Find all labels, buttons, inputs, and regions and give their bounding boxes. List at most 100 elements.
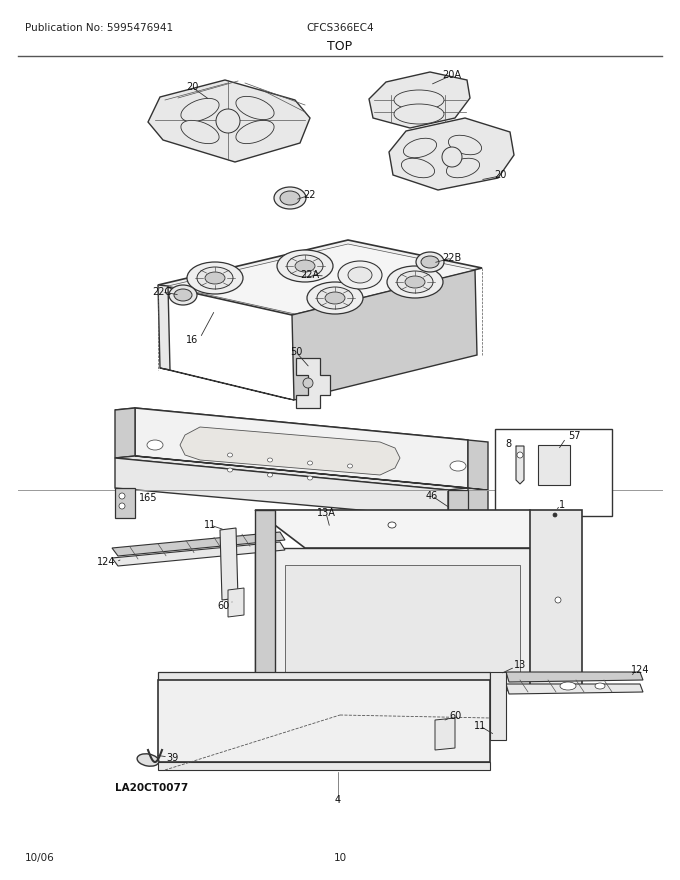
Text: TOP: TOP (328, 40, 352, 53)
Ellipse shape (442, 147, 462, 167)
Polygon shape (180, 427, 400, 475)
Text: 22C: 22C (152, 287, 171, 297)
Polygon shape (135, 456, 488, 490)
Polygon shape (158, 672, 490, 680)
Text: 16: 16 (186, 335, 198, 345)
Text: 11: 11 (204, 520, 216, 530)
Text: 11: 11 (474, 721, 486, 731)
Ellipse shape (307, 461, 313, 465)
Ellipse shape (397, 271, 433, 293)
Polygon shape (135, 408, 468, 488)
Polygon shape (112, 542, 285, 566)
Polygon shape (435, 718, 455, 750)
Text: 60: 60 (450, 711, 462, 721)
Ellipse shape (295, 260, 315, 272)
Polygon shape (115, 456, 468, 490)
Ellipse shape (403, 138, 437, 158)
Text: 20: 20 (186, 82, 198, 92)
Ellipse shape (347, 464, 352, 468)
Ellipse shape (277, 250, 333, 282)
Ellipse shape (338, 261, 382, 289)
Text: 39: 39 (166, 753, 178, 763)
Ellipse shape (317, 287, 353, 309)
Polygon shape (158, 285, 170, 370)
Polygon shape (160, 368, 294, 400)
Ellipse shape (137, 754, 159, 766)
Text: 22A: 22A (301, 270, 320, 280)
Text: 60: 60 (218, 601, 230, 611)
Ellipse shape (205, 272, 225, 284)
Polygon shape (255, 510, 275, 690)
Ellipse shape (416, 252, 444, 272)
Polygon shape (115, 408, 468, 442)
Ellipse shape (405, 276, 425, 288)
Text: 22B: 22B (443, 253, 462, 263)
Ellipse shape (448, 136, 481, 155)
Polygon shape (148, 80, 310, 162)
Text: 20: 20 (494, 170, 506, 180)
Ellipse shape (236, 121, 274, 143)
Text: 165: 165 (139, 493, 157, 503)
Polygon shape (292, 270, 477, 400)
FancyBboxPatch shape (495, 429, 612, 516)
Ellipse shape (169, 285, 197, 305)
Polygon shape (255, 510, 580, 548)
Polygon shape (115, 488, 135, 518)
Ellipse shape (446, 158, 479, 178)
Ellipse shape (553, 513, 557, 517)
Ellipse shape (307, 282, 363, 314)
Ellipse shape (560, 682, 576, 690)
Ellipse shape (555, 597, 561, 603)
Text: 13: 13 (514, 660, 526, 670)
Ellipse shape (401, 158, 435, 178)
Ellipse shape (303, 378, 313, 388)
Ellipse shape (119, 503, 125, 509)
Text: 57: 57 (568, 431, 580, 441)
Polygon shape (530, 510, 582, 690)
Ellipse shape (197, 267, 233, 289)
Ellipse shape (174, 289, 192, 301)
Polygon shape (285, 565, 520, 675)
Polygon shape (158, 762, 490, 770)
Ellipse shape (394, 90, 444, 110)
Polygon shape (538, 445, 570, 485)
Ellipse shape (181, 121, 219, 143)
Text: 46: 46 (426, 491, 438, 501)
Polygon shape (115, 458, 448, 518)
Ellipse shape (216, 109, 240, 133)
Polygon shape (389, 118, 514, 190)
Polygon shape (112, 532, 285, 556)
Polygon shape (115, 408, 135, 458)
Ellipse shape (181, 99, 219, 121)
Text: 1: 1 (559, 500, 565, 510)
Ellipse shape (236, 97, 274, 120)
Ellipse shape (187, 262, 243, 294)
Text: CFCS366EC4: CFCS366EC4 (306, 23, 374, 33)
Ellipse shape (595, 683, 605, 689)
Ellipse shape (307, 476, 313, 480)
Ellipse shape (388, 522, 396, 528)
Polygon shape (369, 72, 470, 128)
Ellipse shape (267, 473, 273, 477)
Polygon shape (506, 684, 643, 694)
Text: 124: 124 (97, 557, 115, 567)
Polygon shape (255, 548, 530, 690)
Polygon shape (168, 244, 475, 314)
Polygon shape (448, 490, 468, 520)
Text: 4: 4 (335, 795, 341, 805)
Polygon shape (468, 440, 488, 518)
Text: 10/06: 10/06 (25, 853, 55, 863)
Ellipse shape (348, 267, 372, 283)
Ellipse shape (421, 256, 439, 268)
Ellipse shape (228, 468, 233, 472)
Text: 10: 10 (333, 853, 347, 863)
Polygon shape (158, 680, 490, 762)
Polygon shape (296, 358, 330, 408)
Text: 22: 22 (304, 190, 316, 200)
Ellipse shape (228, 453, 233, 457)
Text: 124: 124 (631, 665, 649, 675)
Text: Publication No: 5995476941: Publication No: 5995476941 (25, 23, 173, 33)
Ellipse shape (394, 104, 444, 124)
Ellipse shape (147, 440, 163, 450)
Ellipse shape (387, 266, 443, 298)
